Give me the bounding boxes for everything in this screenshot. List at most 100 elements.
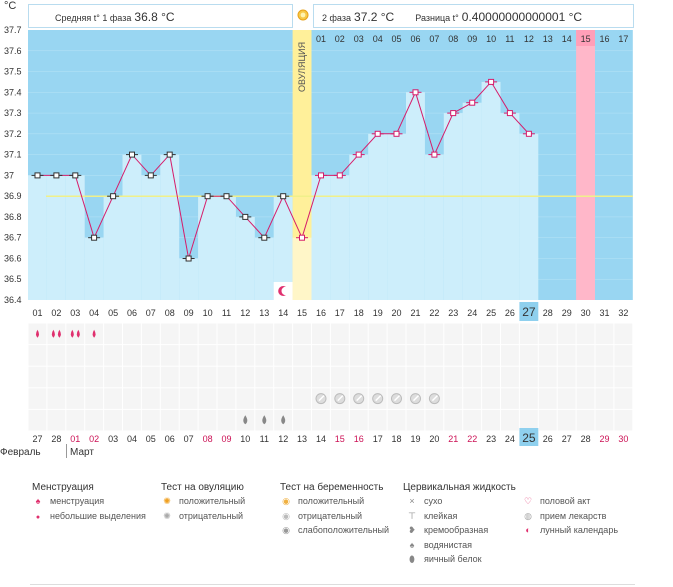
temperature-bar <box>179 258 199 300</box>
month-march: Март <box>70 447 94 458</box>
date-label: 15 <box>335 434 345 444</box>
symptom-cell <box>576 323 595 345</box>
symptom-cell <box>274 388 293 409</box>
symptom-cell <box>47 388 66 409</box>
symptom-cell <box>501 323 519 345</box>
sun-icon <box>296 8 310 22</box>
temperature-bar <box>311 175 331 300</box>
symptom-cell <box>387 323 406 345</box>
dry-icon: × <box>409 496 415 506</box>
cycle-day-label: 13 <box>259 308 269 318</box>
symptom-cell <box>141 345 160 366</box>
legend-menstruation: ♠ менструация <box>32 496 105 506</box>
legend-cervical-dry: × сухо <box>406 496 442 506</box>
symptom-cell <box>557 366 576 388</box>
symptom-cell <box>538 409 557 431</box>
month-february: Февраль <box>0 447 41 458</box>
watery-icon: ♠ <box>409 540 415 550</box>
legend-ovtest-positive: ✺ положительный <box>161 496 245 507</box>
symptom-cell <box>293 388 311 409</box>
menstruation-icon <box>36 329 39 338</box>
temperature-bar <box>141 175 161 300</box>
temperature-point <box>355 151 362 158</box>
symptom-cell <box>255 388 274 409</box>
symptom-cell <box>425 345 444 366</box>
symptom-cell <box>28 409 47 431</box>
symptom-cell <box>406 323 425 345</box>
cycle-day-label: 06 <box>127 308 137 318</box>
symptom-cell <box>576 366 595 388</box>
diff-value: 0.40000000000001 °C <box>461 10 583 24</box>
symptom-cell <box>236 366 255 388</box>
cycle-day-label: 26 <box>505 308 515 318</box>
symptom-cell <box>463 388 482 409</box>
cycle-day-label: 31 <box>599 308 609 318</box>
temperature-point <box>72 172 79 179</box>
date-label: 16 <box>354 434 364 444</box>
temperature-bar <box>500 113 520 300</box>
date-label: 30 <box>618 434 628 444</box>
symptom-cell <box>330 366 349 388</box>
symptom-cell <box>519 345 538 366</box>
legend-cervical-sticky: ⊤ клейкая <box>406 511 457 522</box>
temperature-bar <box>481 81 501 301</box>
symptom-cell <box>47 366 66 388</box>
symptom-cell <box>141 388 160 409</box>
symptom-cell <box>349 323 368 345</box>
temperature-point <box>53 172 60 179</box>
phase2-value: 37.2 °C <box>354 10 395 24</box>
symptom-cell <box>614 409 633 431</box>
symptom-cell <box>312 345 330 366</box>
month-divider <box>66 444 67 458</box>
legend-cervical-creamy: ❥ кремообразная <box>406 525 488 536</box>
temperature-bar <box>122 154 142 300</box>
symptom-cell <box>576 345 595 366</box>
symptom-cell <box>293 323 311 345</box>
date-label: 26 <box>543 434 553 444</box>
symptom-cell <box>198 366 217 388</box>
symptom-cell <box>312 323 330 345</box>
legend-ovtest-negative: ✺ отрицательный <box>161 511 243 522</box>
menstruation-icon <box>76 329 80 338</box>
date-label: 19 <box>410 434 420 444</box>
symptom-cell <box>160 409 179 431</box>
menstruation-icon: ♠ <box>35 496 41 506</box>
legend-spotting: ● небольшие выделения <box>32 511 146 521</box>
luteal-day15-column <box>576 30 595 300</box>
menstruation-icon <box>70 329 74 338</box>
y-tick-label: 37.3 <box>4 108 22 118</box>
date-label: 11 <box>260 434 269 444</box>
symptom-cell <box>217 345 236 366</box>
symptom-cell <box>444 345 463 366</box>
cycle-day-label: 04 <box>89 308 99 318</box>
symptom-cell <box>595 388 614 409</box>
symptom-cell <box>85 409 104 431</box>
luteal-day-label: 11 <box>505 34 514 44</box>
temperature-bar <box>443 113 463 300</box>
date-label: 20 <box>429 434 439 444</box>
date-label: 27 <box>32 434 42 444</box>
symptom-cell <box>198 409 217 431</box>
symptom-cell <box>501 409 519 431</box>
date-label: 17 <box>373 434 383 444</box>
pregtest-mark <box>375 395 382 402</box>
cycle-day-label: 20 <box>391 308 401 318</box>
symptom-cell <box>160 345 179 366</box>
phase2-label: 2 фаза <box>322 13 351 23</box>
legend-pregtest-positive: ◉ положительный <box>280 496 364 507</box>
symptom-cell <box>123 409 141 431</box>
luteal-day-label: 05 <box>391 34 401 44</box>
cycle-day-label: 05 <box>108 308 118 318</box>
date-label: 08 <box>203 434 213 444</box>
symptom-cell <box>104 409 122 431</box>
symptom-cell <box>387 366 406 388</box>
date-label: 29 <box>599 434 609 444</box>
symptom-cell <box>368 409 387 431</box>
symptom-cell <box>66 388 85 409</box>
cycle-day-label: 17 <box>335 308 345 318</box>
temperature-bar <box>330 175 350 300</box>
symptom-cell <box>28 366 47 388</box>
temperature-bar <box>160 154 180 300</box>
cycle-day-label: 21 <box>410 308 420 318</box>
luteal-day-label: 03 <box>354 34 364 44</box>
